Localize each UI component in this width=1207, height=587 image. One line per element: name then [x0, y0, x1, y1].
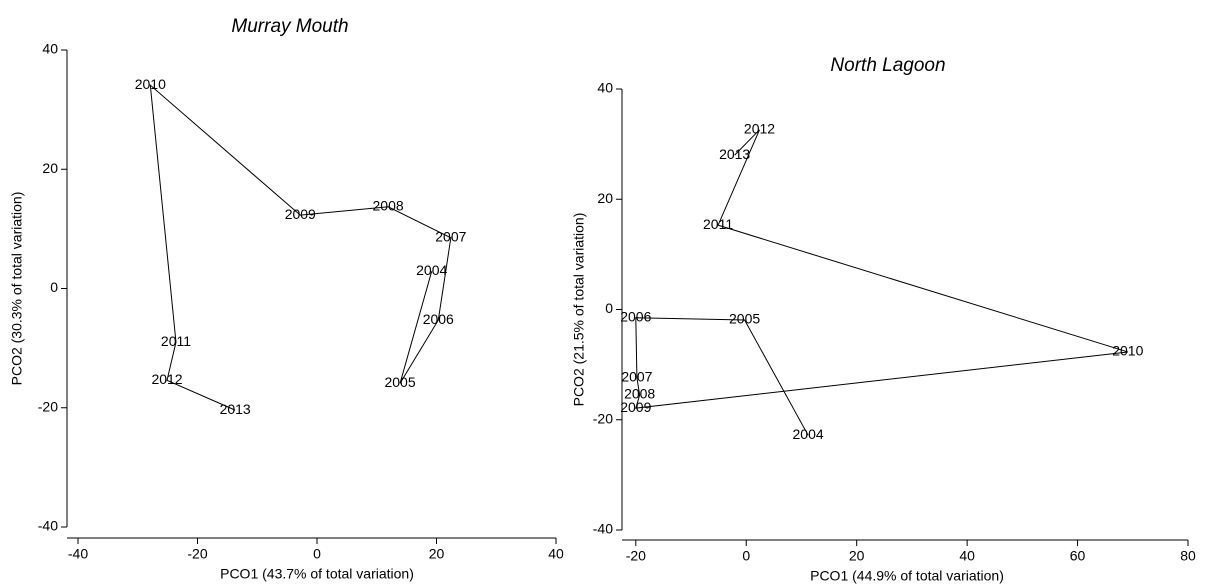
x-axis-title: PCO1 (43.7% of total variation): [220, 566, 414, 582]
x-tick-label: 20: [849, 548, 865, 564]
point-label: 2004: [416, 262, 447, 278]
point-label: 2007: [621, 369, 652, 385]
point-label: 2005: [729, 311, 760, 327]
y-tick-label: 0: [605, 300, 613, 316]
x-tick-label: -40: [68, 546, 88, 562]
y-tick-label: 20: [597, 190, 613, 206]
point-label: 2007: [435, 229, 466, 245]
point-label: 2013: [719, 146, 750, 162]
point-label: 2010: [135, 76, 166, 92]
y-axis-title: PCO2 (30.3% of total variation): [9, 192, 25, 386]
y-tick-label: -20: [593, 410, 613, 426]
x-tick-label: 0: [742, 548, 750, 564]
y-tick-label: 40: [42, 41, 58, 57]
point-label: 2006: [620, 308, 651, 324]
y-tick-label: -40: [593, 521, 613, 537]
y-tick-label: 0: [50, 279, 58, 295]
x-tick-label: 40: [959, 548, 975, 564]
y-tick-label: -40: [38, 518, 58, 534]
trajectory-line: [635, 129, 1128, 436]
y-axis-title: PCO2 (21.5% of total variation): [571, 213, 587, 407]
point-label: 2011: [703, 216, 733, 232]
point-label: 2013: [220, 401, 251, 417]
y-tick-label: 40: [597, 80, 613, 96]
point-label: 2011: [161, 333, 191, 349]
y-tick-label: -20: [38, 398, 58, 414]
x-tick-label: 0: [313, 546, 321, 562]
x-axis-title: PCO1 (44.9% of total variation): [810, 568, 1004, 584]
x-tick-label: 40: [548, 546, 564, 562]
point-label: 2012: [151, 371, 182, 387]
chart-title: North Lagoon: [830, 55, 945, 76]
chart-title: Murray Mouth: [231, 16, 348, 37]
point-label: 2004: [793, 426, 824, 442]
point-label: 2012: [744, 120, 775, 136]
x-tick-label: -20: [187, 546, 207, 562]
point-label: 2010: [1112, 343, 1143, 359]
point-label: 2006: [423, 311, 454, 327]
point-label: 2008: [624, 386, 655, 402]
y-tick-label: 20: [42, 160, 58, 176]
x-tick-label: -20: [626, 548, 646, 564]
point-label: 2008: [373, 198, 404, 214]
point-label: 2005: [384, 374, 415, 390]
point-label: 2009: [285, 206, 316, 222]
point-label: 2009: [620, 399, 651, 415]
trajectory-line: [149, 83, 452, 411]
x-tick-label: 60: [1070, 548, 1086, 564]
x-tick-label: 20: [429, 546, 445, 562]
x-tick-label: 80: [1180, 548, 1196, 564]
